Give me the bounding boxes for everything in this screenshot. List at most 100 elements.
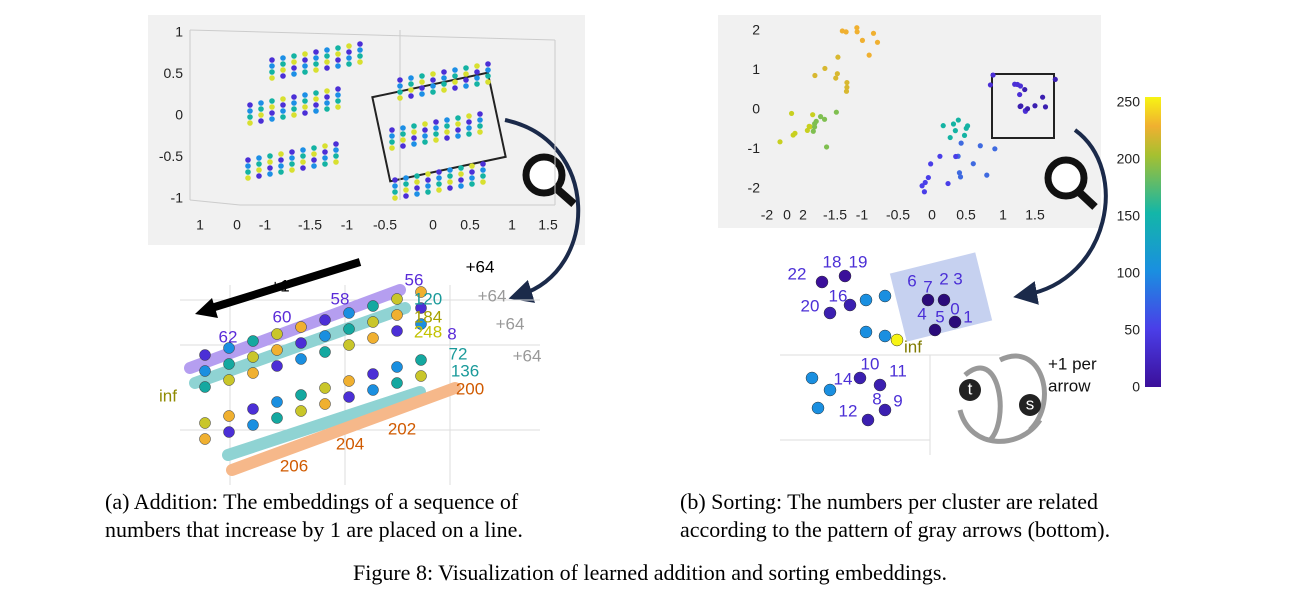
embedding-dot — [313, 55, 319, 61]
caption: according to the pattern of gray arrows … — [680, 517, 1110, 542]
trend-band — [226, 382, 461, 476]
colorbar-tick-label: 100 — [1117, 265, 1141, 281]
embedding-dot — [480, 179, 486, 185]
embedding-dot — [391, 361, 403, 373]
zoom-label: inf — [159, 386, 177, 405]
zoom-label: 4 — [917, 304, 926, 323]
embedding-dot — [953, 153, 959, 160]
y-tick-label: 2 — [752, 22, 760, 38]
zoom-label: 184 — [414, 307, 442, 326]
embedding-dot — [289, 167, 295, 173]
embedding-dot — [940, 123, 946, 129]
embedding-dot — [843, 88, 850, 94]
embedding-dot — [411, 123, 417, 129]
zoom-label: 204 — [336, 434, 364, 453]
embedding-dot — [463, 77, 469, 83]
embedding-dot — [414, 173, 420, 179]
embedding-dot — [357, 53, 363, 59]
colorbar-tick-label: 150 — [1117, 208, 1141, 224]
embedding-dot — [813, 118, 819, 124]
embedding-dot — [408, 87, 414, 93]
x-tick-label: -1.5 — [823, 207, 847, 223]
embedding-dot — [324, 106, 330, 112]
embedding-dot — [408, 81, 414, 87]
embedding-dot — [1014, 81, 1021, 88]
x-tick-label: 1 — [508, 217, 516, 233]
embedding-dot — [271, 344, 283, 356]
embedding-dot — [335, 57, 341, 63]
embedding-dot — [458, 165, 464, 171]
z-tick-label: 1 — [175, 24, 183, 40]
embedding-dot — [425, 183, 431, 189]
zoom-label: 62 — [219, 327, 238, 346]
embedding-dot — [313, 67, 319, 73]
embedding-dot — [403, 175, 409, 181]
embedding-dot — [922, 179, 928, 186]
embedding-dot — [367, 384, 379, 396]
embedding-dot — [466, 113, 472, 119]
embedding-dot — [925, 174, 931, 181]
zoom-box — [991, 73, 1055, 139]
embedding-dot — [343, 307, 355, 319]
embedding-dot — [430, 89, 436, 95]
embedding-dot — [269, 104, 275, 110]
embedding-dot — [415, 354, 427, 366]
x-tick-label: 0.5 — [460, 217, 480, 233]
z-tick-label: 0.5 — [164, 65, 184, 81]
embedding-dot — [245, 157, 251, 163]
embedding-dot — [870, 30, 877, 36]
embedding-dot — [223, 426, 235, 438]
zoom-label: 10 — [861, 354, 880, 373]
embedding-dot — [838, 269, 852, 283]
embedding-dot — [247, 108, 253, 114]
magnifier — [522, 153, 577, 207]
embedding-dot — [812, 72, 818, 79]
embedding-dot — [873, 378, 887, 392]
embedding-dot — [343, 391, 355, 403]
embedding-dot — [844, 79, 850, 86]
embedding-dot — [474, 75, 480, 81]
embedding-dot — [280, 108, 286, 114]
colorbar-tick-label: 250 — [1117, 94, 1141, 110]
embedding-dot — [422, 139, 428, 145]
embedding-dot — [452, 79, 458, 85]
embedding-dot — [807, 124, 813, 130]
zoom-label: +64 — [513, 346, 542, 365]
embedding-dot — [343, 323, 355, 335]
zoom-label: 19 — [849, 252, 868, 271]
embedding-dot — [392, 183, 398, 189]
embedding-dot — [928, 323, 942, 337]
embedding-dot — [271, 328, 283, 340]
embedding-dot — [269, 110, 275, 116]
embedding-dot — [269, 75, 275, 81]
zoom-label: inf — [904, 337, 922, 356]
embedding-dot — [419, 73, 425, 79]
embedding-dot — [256, 167, 262, 173]
zoom-label: 6 — [907, 271, 916, 290]
embedding-dot — [815, 275, 829, 289]
embedding-dot — [419, 85, 425, 91]
zoom-label: 11 — [889, 361, 907, 380]
embedding-dot — [357, 41, 363, 47]
embedding-dot — [289, 161, 295, 167]
embedding-dot — [804, 127, 810, 134]
zoom-label: 8 — [447, 324, 456, 343]
embedding-dot — [335, 86, 341, 92]
embedding-dot — [278, 169, 284, 175]
embedding-dot — [302, 110, 308, 116]
embedding-dot — [357, 47, 363, 53]
embedding-dot — [302, 69, 308, 75]
embedding-dot — [324, 47, 330, 53]
embedding-dot — [466, 119, 472, 125]
embedding-dot — [458, 183, 464, 189]
embedding-dot — [256, 173, 262, 179]
magnifier — [1044, 156, 1098, 210]
embedding-dot — [271, 412, 283, 424]
embedding-dot — [485, 79, 491, 85]
embedding-dot — [854, 25, 860, 31]
embedding-dot — [333, 153, 339, 159]
embedding-dot — [937, 293, 951, 307]
embedding-dot — [947, 134, 953, 141]
embedding-dot — [919, 183, 925, 189]
embedding-dot — [403, 193, 409, 199]
